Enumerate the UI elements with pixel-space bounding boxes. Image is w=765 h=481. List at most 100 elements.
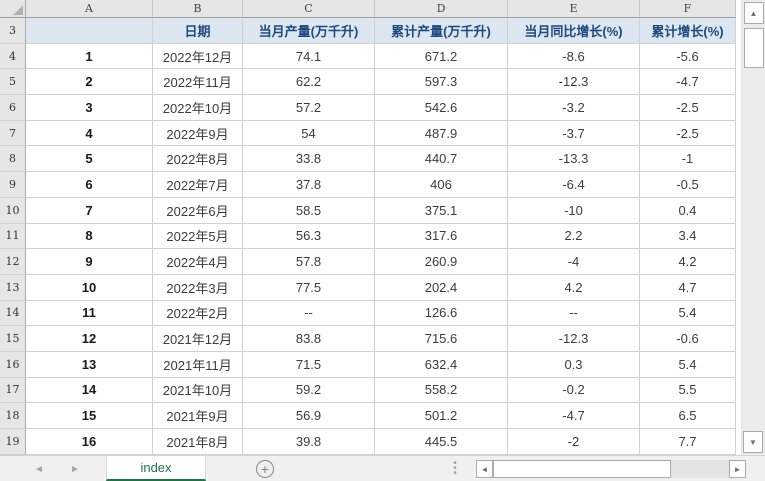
horizontal-scrollbar[interactable]: ◄ ► [476,460,746,478]
cell-D16[interactable]: 632.4 [375,351,508,378]
cell-C15[interactable]: 83.8 [243,326,375,352]
cell-F15[interactable]: -0.6 [640,326,736,352]
cell-B18[interactable]: 2021年9月 [153,403,243,429]
tab-splitter-handle[interactable]: • • • [452,459,458,479]
row-header-10[interactable]: 10 [0,197,26,224]
cell-C17[interactable]: 59.2 [243,377,375,404]
row-header-7[interactable]: 7 [0,120,26,147]
cell-E19[interactable]: -2 [508,429,640,455]
cell-B14[interactable]: 2022年2月 [153,300,243,327]
cell-A6[interactable]: 3 [26,95,153,121]
cell-F16[interactable]: 5.4 [640,351,736,378]
cell-C19[interactable]: 39.8 [243,429,375,455]
cell-F3-cumulative-growth-header[interactable]: 累计增长(%) [640,18,736,44]
cell-B15[interactable]: 2021年12月 [153,326,243,352]
cell-D18[interactable]: 501.2 [375,403,508,429]
column-header-B[interactable]: B [153,0,243,18]
cell-C14[interactable]: -- [243,300,375,327]
column-header-E[interactable]: E [508,0,640,18]
sheet-tab-index[interactable]: index [106,456,206,481]
cell-E5[interactable]: -12.3 [508,69,640,96]
row-header-16[interactable]: 16 [0,351,26,378]
cell-F12[interactable]: 4.2 [640,249,736,275]
scroll-right-button[interactable]: ► [729,460,746,478]
row-header-18[interactable]: 18 [0,403,26,429]
cell-B7[interactable]: 2022年9月 [153,120,243,147]
row-header-5[interactable]: 5 [0,69,26,96]
cell-A10[interactable]: 7 [26,197,153,224]
cell-D9[interactable]: 406 [375,172,508,198]
cell-A15[interactable]: 12 [26,326,153,352]
row-header-6[interactable]: 6 [0,95,26,121]
cell-D10[interactable]: 375.1 [375,197,508,224]
cell-B9[interactable]: 2022年7月 [153,172,243,198]
cell-E8[interactable]: -13.3 [508,146,640,173]
cell-F9[interactable]: -0.5 [640,172,736,198]
cell-F5[interactable]: -4.7 [640,69,736,96]
cell-B16[interactable]: 2021年11月 [153,351,243,378]
row-header-3[interactable]: 3 [0,18,26,44]
cell-A18[interactable]: 15 [26,403,153,429]
cell-C9[interactable]: 37.8 [243,172,375,198]
horizontal-scrollbar-track[interactable] [671,460,729,478]
cell-A5[interactable]: 2 [26,69,153,96]
cell-C18[interactable]: 56.9 [243,403,375,429]
vertical-scrollbar[interactable]: ▲ ▼ [741,0,765,456]
scroll-down-button[interactable]: ▼ [743,431,763,453]
cell-E3-yoy-growth-header[interactable]: 当月同比增长(%) [508,18,640,44]
cell-B13[interactable]: 2022年3月 [153,274,243,301]
tab-nav-left-button[interactable]: ◄ [34,456,44,481]
cell-F13[interactable]: 4.7 [640,274,736,301]
row-header-4[interactable]: 4 [0,43,26,70]
cell-D7[interactable]: 487.9 [375,120,508,147]
cell-E10[interactable]: -10 [508,197,640,224]
scroll-up-button[interactable]: ▲ [743,2,764,24]
cell-B5[interactable]: 2022年11月 [153,69,243,96]
cell-D12[interactable]: 260.9 [375,249,508,275]
cell-C10[interactable]: 58.5 [243,197,375,224]
vertical-scrollbar-thumb[interactable] [743,28,764,68]
cell-C13[interactable]: 77.5 [243,274,375,301]
cell-E15[interactable]: -12.3 [508,326,640,352]
row-header-12[interactable]: 12 [0,249,26,275]
cell-C6[interactable]: 57.2 [243,95,375,121]
column-header-C[interactable]: C [243,0,375,18]
cell-C11[interactable]: 56.3 [243,223,375,250]
cell-A13[interactable]: 10 [26,274,153,301]
tab-nav-right-button[interactable]: ► [70,456,80,481]
cell-F6[interactable]: -2.5 [640,95,736,121]
cell-A9[interactable]: 6 [26,172,153,198]
row-header-9[interactable]: 9 [0,172,26,198]
column-header-A[interactable]: A [26,0,153,18]
cell-A4[interactable]: 1 [26,43,153,70]
cell-F19[interactable]: 7.7 [640,429,736,455]
cell-E6[interactable]: -3.2 [508,95,640,121]
cell-A16[interactable]: 13 [26,351,153,378]
cell-A19[interactable]: 16 [26,429,153,455]
cell-C4[interactable]: 74.1 [243,43,375,70]
cell-E14[interactable]: -- [508,300,640,327]
cell-A8[interactable]: 5 [26,146,153,173]
cell-D3-cumulative-output-header[interactable]: 累计产量(万千升) [375,18,508,44]
cell-D17[interactable]: 558.2 [375,377,508,404]
cell-B10[interactable]: 2022年6月 [153,197,243,224]
cell-A3[interactable] [26,18,153,44]
cell-B11[interactable]: 2022年5月 [153,223,243,250]
cell-B19[interactable]: 2021年8月 [153,429,243,455]
cell-D14[interactable]: 126.6 [375,300,508,327]
cell-E13[interactable]: 4.2 [508,274,640,301]
cell-B3-date-header[interactable]: 日期 [153,18,243,44]
cell-D19[interactable]: 445.5 [375,429,508,455]
cell-B8[interactable]: 2022年8月 [153,146,243,173]
cell-C3-monthly-output-header[interactable]: 当月产量(万千升) [243,18,375,44]
cell-A14[interactable]: 11 [26,300,153,327]
column-header-D[interactable]: D [375,0,508,18]
cell-C12[interactable]: 57.8 [243,249,375,275]
cell-D6[interactable]: 542.6 [375,95,508,121]
cell-E12[interactable]: -4 [508,249,640,275]
cell-D13[interactable]: 202.4 [375,274,508,301]
cell-A11[interactable]: 8 [26,223,153,250]
cell-A12[interactable]: 9 [26,249,153,275]
column-header-F[interactable]: F [640,0,736,18]
row-header-13[interactable]: 13 [0,274,26,301]
